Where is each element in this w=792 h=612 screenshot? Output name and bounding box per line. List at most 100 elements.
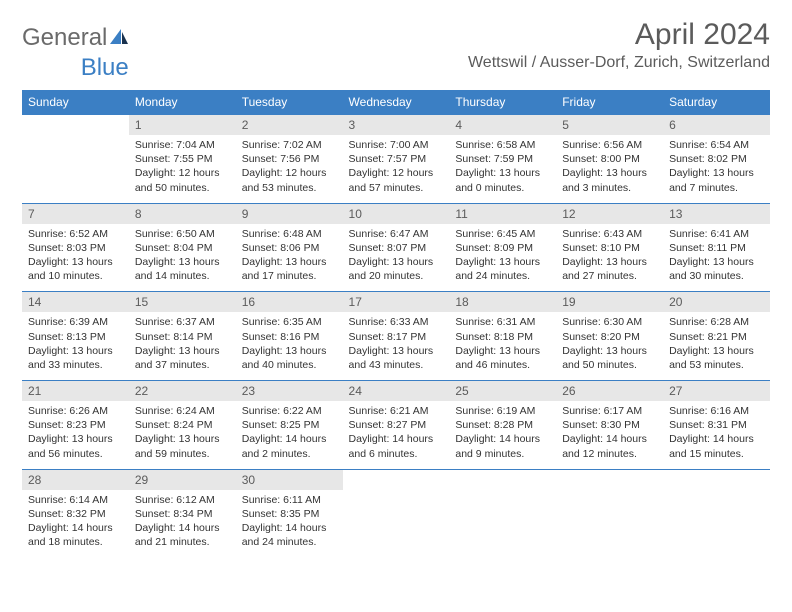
- day-number: 19: [556, 292, 663, 312]
- day-details: Sunrise: 6:30 AMSunset: 8:20 PMDaylight:…: [556, 312, 663, 380]
- calendar-cell-empty: [22, 115, 129, 204]
- sail-icon: [110, 24, 128, 40]
- day-details: Sunrise: 6:50 AMSunset: 8:04 PMDaylight:…: [129, 224, 236, 292]
- calendar-cell: 22Sunrise: 6:24 AMSunset: 8:24 PMDayligh…: [129, 381, 236, 470]
- day-number: 1: [129, 115, 236, 135]
- calendar-cell: 8Sunrise: 6:50 AMSunset: 8:04 PMDaylight…: [129, 203, 236, 292]
- day-details: Sunrise: 6:31 AMSunset: 8:18 PMDaylight:…: [449, 312, 556, 380]
- day-number: 8: [129, 204, 236, 224]
- calendar-cell: 3Sunrise: 7:00 AMSunset: 7:57 PMDaylight…: [343, 115, 450, 204]
- calendar-cell: 9Sunrise: 6:48 AMSunset: 8:06 PMDaylight…: [236, 203, 343, 292]
- location-line: Wettswil / Ausser-Dorf, Zurich, Switzerl…: [468, 54, 770, 72]
- weekday-header-row: SundayMondayTuesdayWednesdayThursdayFrid…: [22, 90, 770, 115]
- day-details: Sunrise: 6:37 AMSunset: 8:14 PMDaylight:…: [129, 312, 236, 380]
- day-details: Sunrise: 6:33 AMSunset: 8:17 PMDaylight:…: [343, 312, 450, 380]
- day-number: 3: [343, 115, 450, 135]
- calendar-cell-empty: [663, 469, 770, 557]
- weekday-header: Tuesday: [236, 90, 343, 115]
- day-number: 18: [449, 292, 556, 312]
- day-details: Sunrise: 6:52 AMSunset: 8:03 PMDaylight:…: [22, 224, 129, 292]
- day-number: 10: [343, 204, 450, 224]
- weekday-header: Monday: [129, 90, 236, 115]
- weekday-header: Wednesday: [343, 90, 450, 115]
- day-number: 13: [663, 204, 770, 224]
- day-number: 27: [663, 381, 770, 401]
- calendar-cell: 26Sunrise: 6:17 AMSunset: 8:30 PMDayligh…: [556, 381, 663, 470]
- calendar-cell: 10Sunrise: 6:47 AMSunset: 8:07 PMDayligh…: [343, 203, 450, 292]
- day-details: Sunrise: 6:45 AMSunset: 8:09 PMDaylight:…: [449, 224, 556, 292]
- calendar-row: 7Sunrise: 6:52 AMSunset: 8:03 PMDaylight…: [22, 203, 770, 292]
- day-number: 23: [236, 381, 343, 401]
- calendar-cell: 29Sunrise: 6:12 AMSunset: 8:34 PMDayligh…: [129, 469, 236, 557]
- day-number: 2: [236, 115, 343, 135]
- calendar-cell: 7Sunrise: 6:52 AMSunset: 8:03 PMDaylight…: [22, 203, 129, 292]
- calendar-cell: 28Sunrise: 6:14 AMSunset: 8:32 PMDayligh…: [22, 469, 129, 557]
- calendar-cell: 14Sunrise: 6:39 AMSunset: 8:13 PMDayligh…: [22, 292, 129, 381]
- day-number: 11: [449, 204, 556, 224]
- day-details: Sunrise: 6:48 AMSunset: 8:06 PMDaylight:…: [236, 224, 343, 292]
- calendar-cell: 12Sunrise: 6:43 AMSunset: 8:10 PMDayligh…: [556, 203, 663, 292]
- calendar-cell-empty: [343, 469, 450, 557]
- calendar-cell: 17Sunrise: 6:33 AMSunset: 8:17 PMDayligh…: [343, 292, 450, 381]
- day-number: 14: [22, 292, 129, 312]
- day-number: 17: [343, 292, 450, 312]
- day-details: Sunrise: 6:35 AMSunset: 8:16 PMDaylight:…: [236, 312, 343, 380]
- day-details: Sunrise: 6:43 AMSunset: 8:10 PMDaylight:…: [556, 224, 663, 292]
- calendar-cell: 27Sunrise: 6:16 AMSunset: 8:31 PMDayligh…: [663, 381, 770, 470]
- day-details: Sunrise: 6:21 AMSunset: 8:27 PMDaylight:…: [343, 401, 450, 469]
- day-number: 5: [556, 115, 663, 135]
- calendar-body: 1Sunrise: 7:04 AMSunset: 7:55 PMDaylight…: [22, 115, 770, 558]
- day-details: Sunrise: 6:19 AMSunset: 8:28 PMDaylight:…: [449, 401, 556, 469]
- day-details: Sunrise: 7:04 AMSunset: 7:55 PMDaylight:…: [129, 135, 236, 203]
- calendar-cell-empty: [449, 469, 556, 557]
- calendar-cell: 18Sunrise: 6:31 AMSunset: 8:18 PMDayligh…: [449, 292, 556, 381]
- day-number: 15: [129, 292, 236, 312]
- day-number: 4: [449, 115, 556, 135]
- day-number: 22: [129, 381, 236, 401]
- calendar-cell: 13Sunrise: 6:41 AMSunset: 8:11 PMDayligh…: [663, 203, 770, 292]
- day-number: 28: [22, 470, 129, 490]
- day-details: Sunrise: 6:14 AMSunset: 8:32 PMDaylight:…: [22, 490, 129, 558]
- day-details: Sunrise: 6:58 AMSunset: 7:59 PMDaylight:…: [449, 135, 556, 203]
- day-number: 26: [556, 381, 663, 401]
- day-number: 7: [22, 204, 129, 224]
- calendar-row: 28Sunrise: 6:14 AMSunset: 8:32 PMDayligh…: [22, 469, 770, 557]
- day-number: 16: [236, 292, 343, 312]
- calendar-cell: 16Sunrise: 6:35 AMSunset: 8:16 PMDayligh…: [236, 292, 343, 381]
- day-details: Sunrise: 6:54 AMSunset: 8:02 PMDaylight:…: [663, 135, 770, 203]
- calendar-cell: 15Sunrise: 6:37 AMSunset: 8:14 PMDayligh…: [129, 292, 236, 381]
- day-details: Sunrise: 6:24 AMSunset: 8:24 PMDaylight:…: [129, 401, 236, 469]
- calendar-row: 14Sunrise: 6:39 AMSunset: 8:13 PMDayligh…: [22, 292, 770, 381]
- calendar-cell: 1Sunrise: 7:04 AMSunset: 7:55 PMDaylight…: [129, 115, 236, 204]
- calendar-row: 1Sunrise: 7:04 AMSunset: 7:55 PMDaylight…: [22, 115, 770, 204]
- weekday-header: Sunday: [22, 90, 129, 115]
- day-details: Sunrise: 6:16 AMSunset: 8:31 PMDaylight:…: [663, 401, 770, 469]
- calendar-cell: 30Sunrise: 6:11 AMSunset: 8:35 PMDayligh…: [236, 469, 343, 557]
- calendar-cell: 20Sunrise: 6:28 AMSunset: 8:21 PMDayligh…: [663, 292, 770, 381]
- calendar-cell: 19Sunrise: 6:30 AMSunset: 8:20 PMDayligh…: [556, 292, 663, 381]
- weekday-header: Thursday: [449, 90, 556, 115]
- calendar-cell-empty: [556, 469, 663, 557]
- day-details: Sunrise: 6:56 AMSunset: 8:00 PMDaylight:…: [556, 135, 663, 203]
- day-details: Sunrise: 7:00 AMSunset: 7:57 PMDaylight:…: [343, 135, 450, 203]
- day-details: Sunrise: 6:12 AMSunset: 8:34 PMDaylight:…: [129, 490, 236, 558]
- weekday-header: Friday: [556, 90, 663, 115]
- day-details: Sunrise: 6:47 AMSunset: 8:07 PMDaylight:…: [343, 224, 450, 292]
- day-details: Sunrise: 6:41 AMSunset: 8:11 PMDaylight:…: [663, 224, 770, 292]
- calendar-cell: 21Sunrise: 6:26 AMSunset: 8:23 PMDayligh…: [22, 381, 129, 470]
- calendar-page: General April 2024 Wettswil / Ausser-Dor…: [0, 0, 792, 567]
- day-number: 21: [22, 381, 129, 401]
- day-number: 29: [129, 470, 236, 490]
- calendar-cell: 11Sunrise: 6:45 AMSunset: 8:09 PMDayligh…: [449, 203, 556, 292]
- day-number: 9: [236, 204, 343, 224]
- calendar-cell: 23Sunrise: 6:22 AMSunset: 8:25 PMDayligh…: [236, 381, 343, 470]
- day-details: Sunrise: 6:17 AMSunset: 8:30 PMDaylight:…: [556, 401, 663, 469]
- day-details: Sunrise: 6:11 AMSunset: 8:35 PMDaylight:…: [236, 490, 343, 558]
- day-number: 20: [663, 292, 770, 312]
- day-details: Sunrise: 6:22 AMSunset: 8:25 PMDaylight:…: [236, 401, 343, 469]
- day-number: 25: [449, 381, 556, 401]
- calendar-table: SundayMondayTuesdayWednesdayThursdayFrid…: [22, 90, 770, 557]
- brand-part1: General: [22, 24, 107, 52]
- day-number: 12: [556, 204, 663, 224]
- day-details: Sunrise: 7:02 AMSunset: 7:56 PMDaylight:…: [236, 135, 343, 203]
